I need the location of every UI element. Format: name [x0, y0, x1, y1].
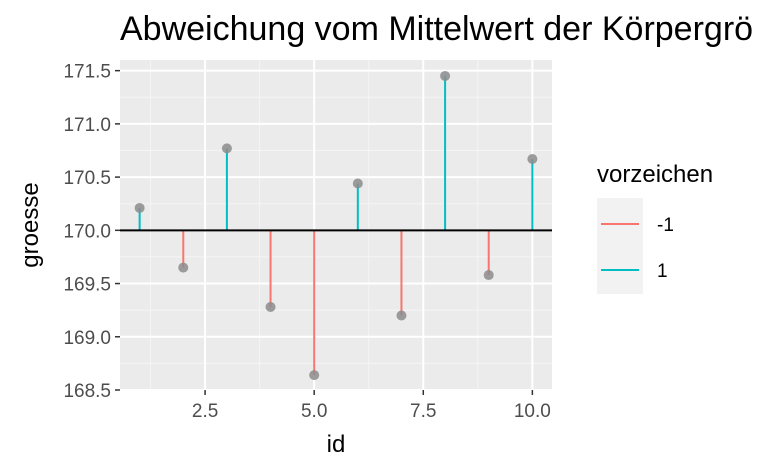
x-tick-label: 10.0 — [514, 401, 551, 422]
x-tick-label: 2.5 — [192, 401, 218, 422]
point-8 — [440, 70, 451, 81]
x-axis-title: id — [327, 431, 346, 458]
point-1 — [134, 202, 145, 213]
point-3 — [221, 143, 232, 154]
y-tick-label: 170.0 — [63, 221, 111, 242]
y-tick-label: 171.0 — [63, 115, 111, 136]
minor-gridlines — [120, 60, 552, 390]
chart-title: Abweichung vom Mittelwert der Körpergrö — [120, 10, 753, 48]
data-points — [134, 70, 538, 381]
legend-label-positive: 1 — [657, 261, 668, 282]
point-4 — [265, 301, 276, 312]
x-axis-ticks: 2.5 5.0 7.5 10.0 — [192, 390, 551, 422]
x-tick-label: 7.5 — [410, 401, 436, 422]
point-10 — [527, 154, 538, 164]
y-axis-ticks: 168.5 169.0 169.5 170.0 170.5 171.0 171.5 — [63, 62, 120, 402]
legend-label-negative: -1 — [657, 215, 674, 236]
plot-panel — [120, 60, 552, 390]
y-tick-label: 169.0 — [63, 328, 111, 349]
y-tick-label: 169.5 — [63, 275, 111, 296]
legend-title: vorzeichen — [597, 161, 713, 188]
point-5 — [309, 370, 320, 381]
point-7 — [396, 310, 407, 321]
x-tick-label: 5.0 — [301, 401, 327, 422]
y-tick-label: 170.5 — [63, 168, 111, 189]
point-9 — [483, 270, 494, 281]
point-6 — [352, 178, 363, 189]
legend: vorzeichen -1 1 — [597, 161, 713, 294]
y-tick-label: 168.5 — [63, 381, 111, 402]
y-tick-label: 171.5 — [63, 62, 111, 83]
legend-key-background — [597, 198, 643, 294]
point-2 — [178, 262, 189, 273]
y-axis-title: groesse — [17, 182, 44, 267]
